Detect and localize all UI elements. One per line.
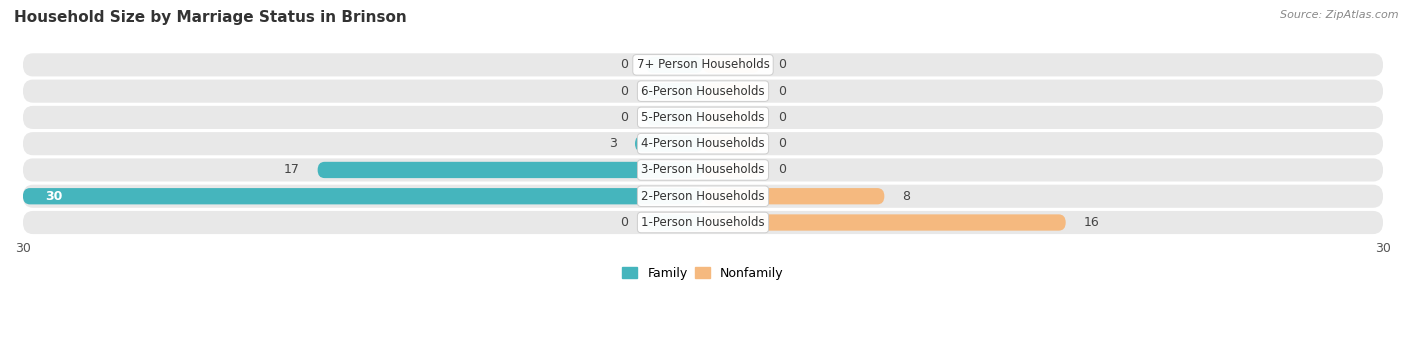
- FancyBboxPatch shape: [703, 214, 1066, 231]
- Text: 3-Person Households: 3-Person Households: [641, 163, 765, 176]
- FancyBboxPatch shape: [703, 162, 759, 178]
- FancyBboxPatch shape: [636, 135, 703, 152]
- FancyBboxPatch shape: [22, 106, 1384, 129]
- Text: 0: 0: [778, 58, 786, 71]
- Text: 7+ Person Households: 7+ Person Households: [637, 58, 769, 71]
- FancyBboxPatch shape: [22, 132, 1384, 155]
- FancyBboxPatch shape: [22, 53, 1384, 76]
- FancyBboxPatch shape: [647, 83, 703, 99]
- FancyBboxPatch shape: [703, 188, 884, 204]
- FancyBboxPatch shape: [22, 159, 1384, 181]
- FancyBboxPatch shape: [22, 211, 1384, 234]
- Text: 0: 0: [778, 111, 786, 124]
- FancyBboxPatch shape: [22, 79, 1384, 103]
- FancyBboxPatch shape: [647, 214, 703, 231]
- Text: 30: 30: [45, 190, 63, 203]
- FancyBboxPatch shape: [318, 162, 703, 178]
- Text: 0: 0: [620, 85, 628, 98]
- FancyBboxPatch shape: [22, 185, 1384, 208]
- Text: 17: 17: [284, 163, 299, 176]
- Text: 8: 8: [903, 190, 911, 203]
- FancyBboxPatch shape: [703, 135, 759, 152]
- Text: 2-Person Households: 2-Person Households: [641, 190, 765, 203]
- Text: 1-Person Households: 1-Person Households: [641, 216, 765, 229]
- FancyBboxPatch shape: [703, 109, 759, 125]
- Text: 0: 0: [778, 163, 786, 176]
- Text: Household Size by Marriage Status in Brinson: Household Size by Marriage Status in Bri…: [14, 10, 406, 25]
- Text: 0: 0: [620, 58, 628, 71]
- Text: 5-Person Households: 5-Person Households: [641, 111, 765, 124]
- FancyBboxPatch shape: [647, 109, 703, 125]
- FancyBboxPatch shape: [703, 83, 759, 99]
- Text: 0: 0: [620, 111, 628, 124]
- Legend: Family, Nonfamily: Family, Nonfamily: [617, 262, 789, 285]
- Text: 0: 0: [778, 85, 786, 98]
- Text: 16: 16: [1084, 216, 1099, 229]
- Text: Source: ZipAtlas.com: Source: ZipAtlas.com: [1281, 10, 1399, 20]
- FancyBboxPatch shape: [647, 57, 703, 73]
- Text: 0: 0: [778, 137, 786, 150]
- FancyBboxPatch shape: [703, 57, 759, 73]
- Text: 3: 3: [609, 137, 617, 150]
- Text: 0: 0: [620, 216, 628, 229]
- Text: 4-Person Households: 4-Person Households: [641, 137, 765, 150]
- FancyBboxPatch shape: [22, 188, 703, 204]
- Text: 6-Person Households: 6-Person Households: [641, 85, 765, 98]
